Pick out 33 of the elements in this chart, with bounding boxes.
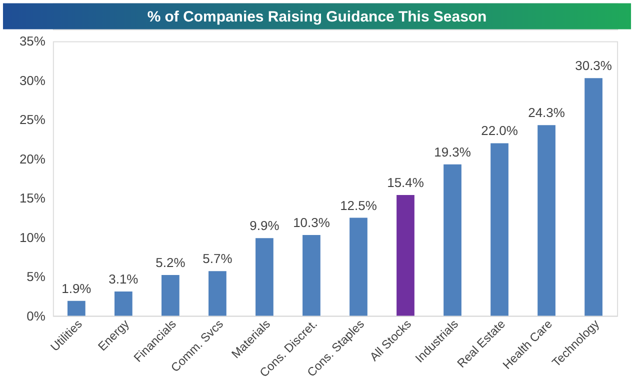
y-tick-label: 30%	[19, 72, 46, 88]
data-label: 24.3%	[528, 105, 566, 120]
data-label: 19.3%	[434, 144, 472, 160]
y-tick-label: 25%	[19, 112, 46, 128]
y-tick-label: 35%	[19, 34, 46, 49]
bar	[350, 218, 368, 316]
bar	[162, 275, 180, 316]
bar	[396, 194, 414, 316]
bar	[584, 78, 602, 316]
chart-title: % of Companies Raising Guidance This Season	[147, 8, 487, 26]
y-tick-label: 20%	[19, 151, 46, 166]
y-tick-label: 15%	[19, 190, 46, 206]
bar	[256, 238, 274, 316]
data-label: 10.3%	[293, 215, 330, 230]
bar	[114, 291, 132, 316]
data-label: 22.0%	[481, 123, 518, 138]
data-label: 1.9%	[62, 280, 92, 296]
data-label: 3.1%	[108, 272, 139, 286]
data-label: 30.3%	[575, 58, 612, 74]
bar	[538, 125, 556, 316]
data-label: 5.7%	[202, 251, 233, 266]
y-tick-label: 0%	[26, 308, 46, 324]
bar	[302, 235, 320, 316]
data-label: 9.9%	[250, 218, 280, 234]
y-tick-label: 10%	[19, 230, 46, 245]
bar	[208, 271, 226, 316]
data-label: 5.2%	[156, 255, 186, 270]
data-label: 15.4%	[387, 175, 424, 190]
data-label: 12.5%	[340, 198, 378, 213]
bar	[67, 300, 86, 316]
bar	[444, 164, 462, 316]
bar	[490, 143, 508, 316]
y-tick-label: 5%	[26, 269, 46, 284]
